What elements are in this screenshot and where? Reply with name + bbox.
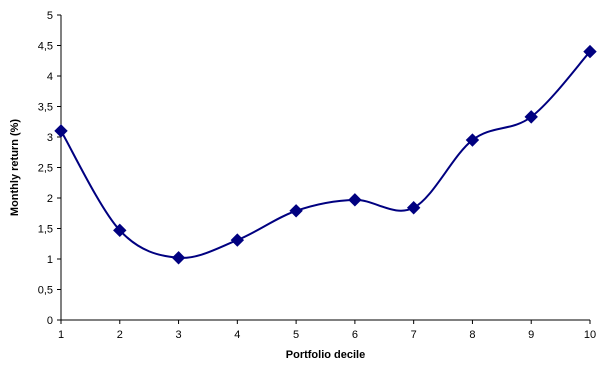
x-tick-label: 7 <box>411 329 417 341</box>
x-tick-label: 6 <box>352 329 358 341</box>
y-tick-label: 4 <box>47 71 53 83</box>
y-axis-ticks: 0 0,5 1 1,5 2 2,5 3 3,5 4 4,5 5 <box>38 10 61 327</box>
x-tick-label: 1 <box>58 329 64 341</box>
y-tick-label: 1 <box>47 254 53 266</box>
x-axis-ticks: 1 2 3 4 5 6 7 8 9 10 <box>58 320 596 341</box>
data-point-marker <box>524 110 538 124</box>
y-tick-label: 0,5 <box>38 285 53 297</box>
series-line <box>60 50 591 259</box>
x-tick-label: 9 <box>528 329 534 341</box>
data-point-marker <box>54 124 68 138</box>
data-point-marker <box>348 193 362 207</box>
data-point-marker <box>465 133 480 147</box>
data-point-marker <box>171 251 186 265</box>
y-tick-label: 4,5 <box>38 41 53 53</box>
data-point-marker <box>113 223 127 238</box>
x-tick-label: 2 <box>117 329 123 341</box>
data-point-marker <box>230 233 245 247</box>
y-tick-label: 3,5 <box>38 102 53 114</box>
x-axis-title: Portfolio decile <box>286 349 365 361</box>
data-point-marker <box>406 201 421 215</box>
y-tick-label: 2,5 <box>38 163 53 175</box>
data-point-marker <box>583 44 597 59</box>
y-axis-title: Monthly return (%) <box>9 119 21 216</box>
y-tick-label: 0 <box>47 315 53 327</box>
x-tick-label: 4 <box>234 329 240 341</box>
x-tick-label: 10 <box>584 329 596 341</box>
y-tick-label: 2 <box>47 193 53 205</box>
y-tick-label: 3 <box>47 132 53 144</box>
y-tick-label: 5 <box>47 10 53 22</box>
x-tick-label: 8 <box>469 329 475 341</box>
x-tick-label: 3 <box>175 329 181 341</box>
data-point-marker <box>289 204 303 218</box>
axes <box>60 15 590 321</box>
series-markers <box>54 44 597 265</box>
x-tick-label: 5 <box>293 329 299 341</box>
y-tick-label: 1,5 <box>38 224 53 236</box>
